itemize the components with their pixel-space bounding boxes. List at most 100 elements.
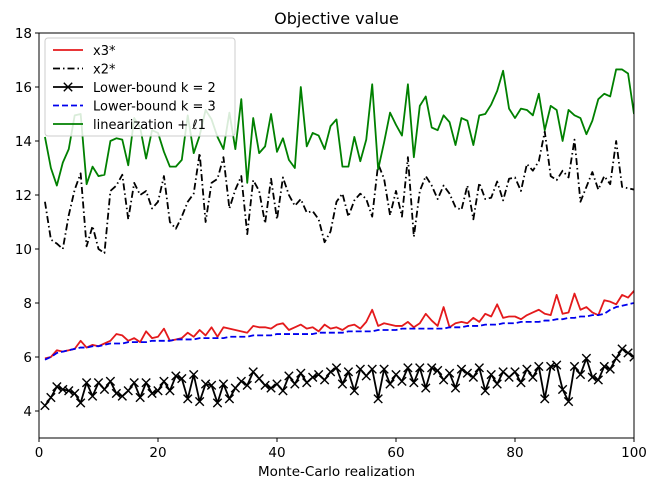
- series-line-3: [44, 302, 634, 361]
- chart-title: Objective value: [274, 9, 399, 28]
- data-point-marker: [367, 364, 377, 374]
- data-point-marker: [421, 383, 431, 393]
- data-point-marker: [379, 364, 389, 374]
- data-point-marker: [551, 360, 562, 370]
- data-point-marker: [587, 372, 598, 382]
- y-tick-label: 16: [15, 80, 32, 96]
- data-point-marker: [337, 379, 348, 389]
- data-point-marker: [105, 376, 116, 386]
- y-tick-label: 4: [23, 404, 32, 420]
- data-point-marker: [284, 371, 294, 381]
- data-point-marker: [563, 396, 574, 407]
- data-point-marker: [403, 363, 413, 373]
- data-point-marker: [194, 396, 205, 407]
- data-point-marker: [605, 364, 615, 374]
- legend-label: Lower-bound k = 3: [93, 100, 216, 115]
- data-point-marker: [599, 361, 609, 372]
- data-point-marker: [64, 386, 74, 396]
- data-point-marker: [171, 371, 181, 381]
- data-point-marker: [206, 380, 217, 391]
- legend-label: Lower-bound k = 2: [93, 81, 216, 96]
- y-tick-label: 14: [15, 134, 32, 150]
- data-point-marker: [349, 386, 360, 396]
- data-point-marker: [575, 369, 586, 380]
- axes-layer: 0 20 40 60 80 100 4 6 8 10 12 14 16 18: [15, 26, 647, 461]
- data-point-marker: [40, 400, 50, 411]
- data-point-marker: [462, 368, 473, 378]
- data-point-marker: [581, 353, 592, 364]
- data-point-marker: [540, 394, 550, 404]
- data-point-marker: [224, 394, 235, 404]
- data-point-marker: [468, 372, 479, 382]
- data-point-marker: [266, 383, 276, 393]
- series-layer: [40, 68, 634, 411]
- data-point-marker: [617, 344, 627, 354]
- data-point-marker: [444, 368, 455, 378]
- x-axis-label: Monte-Carlo realization: [258, 464, 415, 480]
- data-point-marker: [480, 386, 490, 396]
- data-point-marker: [385, 379, 395, 389]
- data-point-marker: [135, 392, 145, 403]
- legend: x3* x2* Lower-bound k = 2 Lower-bound k = 3…: [44, 37, 236, 137]
- data-point-marker: [510, 367, 520, 377]
- data-point-marker: [325, 367, 336, 377]
- data-point-marker: [236, 376, 246, 386]
- data-point-marker: [397, 376, 407, 386]
- legend-label: x2*: [93, 63, 116, 78]
- data-point-marker: [343, 367, 354, 377]
- data-point-marker: [177, 373, 187, 384]
- data-point-marker: [218, 379, 229, 389]
- data-point-marker: [290, 379, 300, 389]
- x-tick-label: 20: [149, 445, 166, 461]
- data-point-marker: [183, 394, 193, 404]
- data-point-marker: [319, 375, 330, 385]
- data-point-marker: [212, 398, 223, 408]
- x-tick-label: 60: [387, 445, 404, 461]
- series-line-1: [44, 130, 634, 254]
- data-point-marker: [516, 377, 526, 388]
- data-point-marker: [492, 379, 502, 389]
- legend-label: linearization + ℓ1: [93, 118, 206, 133]
- data-point-marker: [456, 364, 467, 374]
- data-point-marker: [450, 383, 461, 393]
- data-point-marker: [129, 377, 139, 388]
- x-tick-label: 0: [35, 445, 44, 461]
- data-point-marker: [159, 376, 169, 386]
- legend-box: [44, 37, 236, 137]
- data-point-marker: [75, 398, 86, 408]
- y-tick-label: 6: [23, 350, 32, 366]
- data-point-marker: [165, 386, 175, 396]
- data-point-marker: [308, 372, 318, 382]
- x-tick-label: 80: [506, 445, 523, 461]
- plot-frame: [38, 32, 635, 439]
- series-line-2: [44, 347, 634, 407]
- data-point-marker: [546, 361, 556, 372]
- x-tick-label: 100: [621, 445, 647, 461]
- data-point-marker: [296, 368, 306, 378]
- y-tick-label: 12: [15, 188, 32, 204]
- data-point-marker: [58, 384, 68, 395]
- data-point-marker: [147, 388, 157, 399]
- data-point-marker: [70, 388, 80, 399]
- data-point-marker: [87, 391, 98, 401]
- series-line-0: [44, 290, 634, 360]
- data-point-marker: [200, 379, 211, 389]
- data-point-marker: [593, 375, 603, 385]
- data-point-marker: [474, 363, 484, 373]
- data-point-marker: [153, 386, 163, 396]
- data-point-marker: [373, 394, 383, 404]
- data-point-marker: [528, 372, 538, 382]
- data-point-marker: [331, 363, 342, 373]
- data-point-marker: [278, 386, 288, 396]
- series-line-4: [44, 68, 634, 187]
- data-point-marker: [409, 377, 419, 388]
- data-point-marker: [522, 364, 532, 374]
- data-point-marker: [569, 361, 580, 372]
- data-point-marker: [111, 388, 122, 399]
- data-point-marker: [52, 382, 62, 392]
- data-point-marker: [623, 348, 633, 358]
- data-point-marker: [432, 365, 443, 376]
- data-point-marker: [46, 392, 56, 403]
- data-point-marker: [629, 352, 634, 362]
